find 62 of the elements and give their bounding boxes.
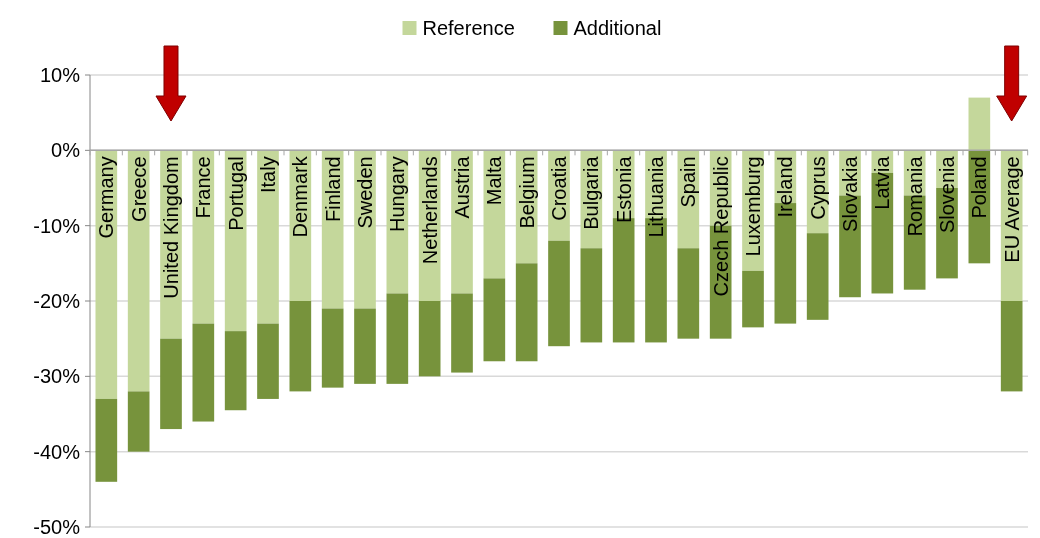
bar bbox=[418, 301, 441, 377]
x-tick-label: Spain bbox=[677, 156, 700, 208]
x-tick-label: Austria bbox=[451, 155, 473, 219]
x-tick-label: Romania bbox=[903, 155, 926, 237]
bar bbox=[677, 248, 700, 339]
bar bbox=[968, 97, 991, 151]
y-tick-label: -30% bbox=[33, 365, 81, 388]
x-tick-label: Germany bbox=[95, 156, 118, 239]
bar bbox=[483, 278, 506, 362]
bar bbox=[354, 308, 376, 384]
bar bbox=[224, 331, 247, 411]
y-tick-label: -40% bbox=[33, 440, 81, 463]
x-tick-label: Ireland bbox=[774, 156, 797, 218]
bar bbox=[127, 391, 150, 452]
bar bbox=[1000, 301, 1023, 392]
x-tick-label: Italy bbox=[257, 156, 279, 194]
bar bbox=[515, 263, 538, 362]
x-tick-label: Cyprus bbox=[806, 156, 829, 220]
bar bbox=[321, 308, 344, 388]
y-tick-label: -20% bbox=[33, 290, 81, 312]
bar bbox=[192, 323, 215, 422]
legend-label: Additional bbox=[573, 17, 662, 39]
x-tick-label: Czech Republic bbox=[709, 156, 732, 297]
x-tick-label: Portugal bbox=[224, 156, 247, 231]
x-tick-label: Belgium bbox=[515, 156, 538, 229]
x-tick-label: Bulgaria bbox=[580, 155, 603, 230]
x-tick-label: Malta bbox=[483, 155, 506, 206]
x-tick-label: Greece bbox=[127, 156, 150, 222]
bar bbox=[451, 293, 473, 373]
x-tick-label: Slovakia bbox=[839, 155, 861, 232]
y-tick-label: -50% bbox=[33, 516, 81, 538]
x-tick-label: Denmark bbox=[289, 155, 312, 238]
bar bbox=[580, 248, 603, 343]
x-tick-label: EU Average bbox=[1000, 156, 1023, 263]
x-tick-label: Latvia bbox=[871, 155, 894, 210]
x-tick-label: Hungary bbox=[386, 156, 409, 232]
y-tick-label: 0% bbox=[51, 139, 81, 162]
bar bbox=[289, 301, 312, 392]
x-tick-label: Croatia bbox=[548, 155, 570, 221]
x-tick-label: Poland bbox=[968, 156, 991, 219]
x-tick-label: Luxemburg bbox=[742, 156, 764, 257]
legend-label: Reference bbox=[422, 17, 515, 39]
x-tick-label: Netherlands bbox=[418, 156, 441, 265]
x-tick-label: Slovenia bbox=[936, 155, 958, 234]
bar bbox=[95, 398, 118, 482]
x-tick-label: Sweden bbox=[354, 156, 376, 229]
bar bbox=[548, 240, 570, 347]
x-tick-label: Finland bbox=[321, 156, 344, 222]
x-tick-label: France bbox=[192, 156, 215, 219]
bar bbox=[742, 270, 764, 328]
bar bbox=[386, 293, 409, 384]
y-tick-label: -10% bbox=[33, 214, 81, 237]
bar bbox=[95, 150, 118, 399]
x-tick-label: Lithuania bbox=[645, 155, 667, 238]
bar bbox=[192, 150, 215, 324]
bar bbox=[806, 233, 829, 320]
bar bbox=[257, 150, 279, 324]
bar bbox=[257, 323, 279, 399]
bar bbox=[160, 338, 182, 430]
x-tick-label: United Kingdom bbox=[160, 156, 182, 299]
y-tick-label: 10% bbox=[39, 64, 81, 86]
x-tick-label: Estonia bbox=[612, 155, 635, 224]
